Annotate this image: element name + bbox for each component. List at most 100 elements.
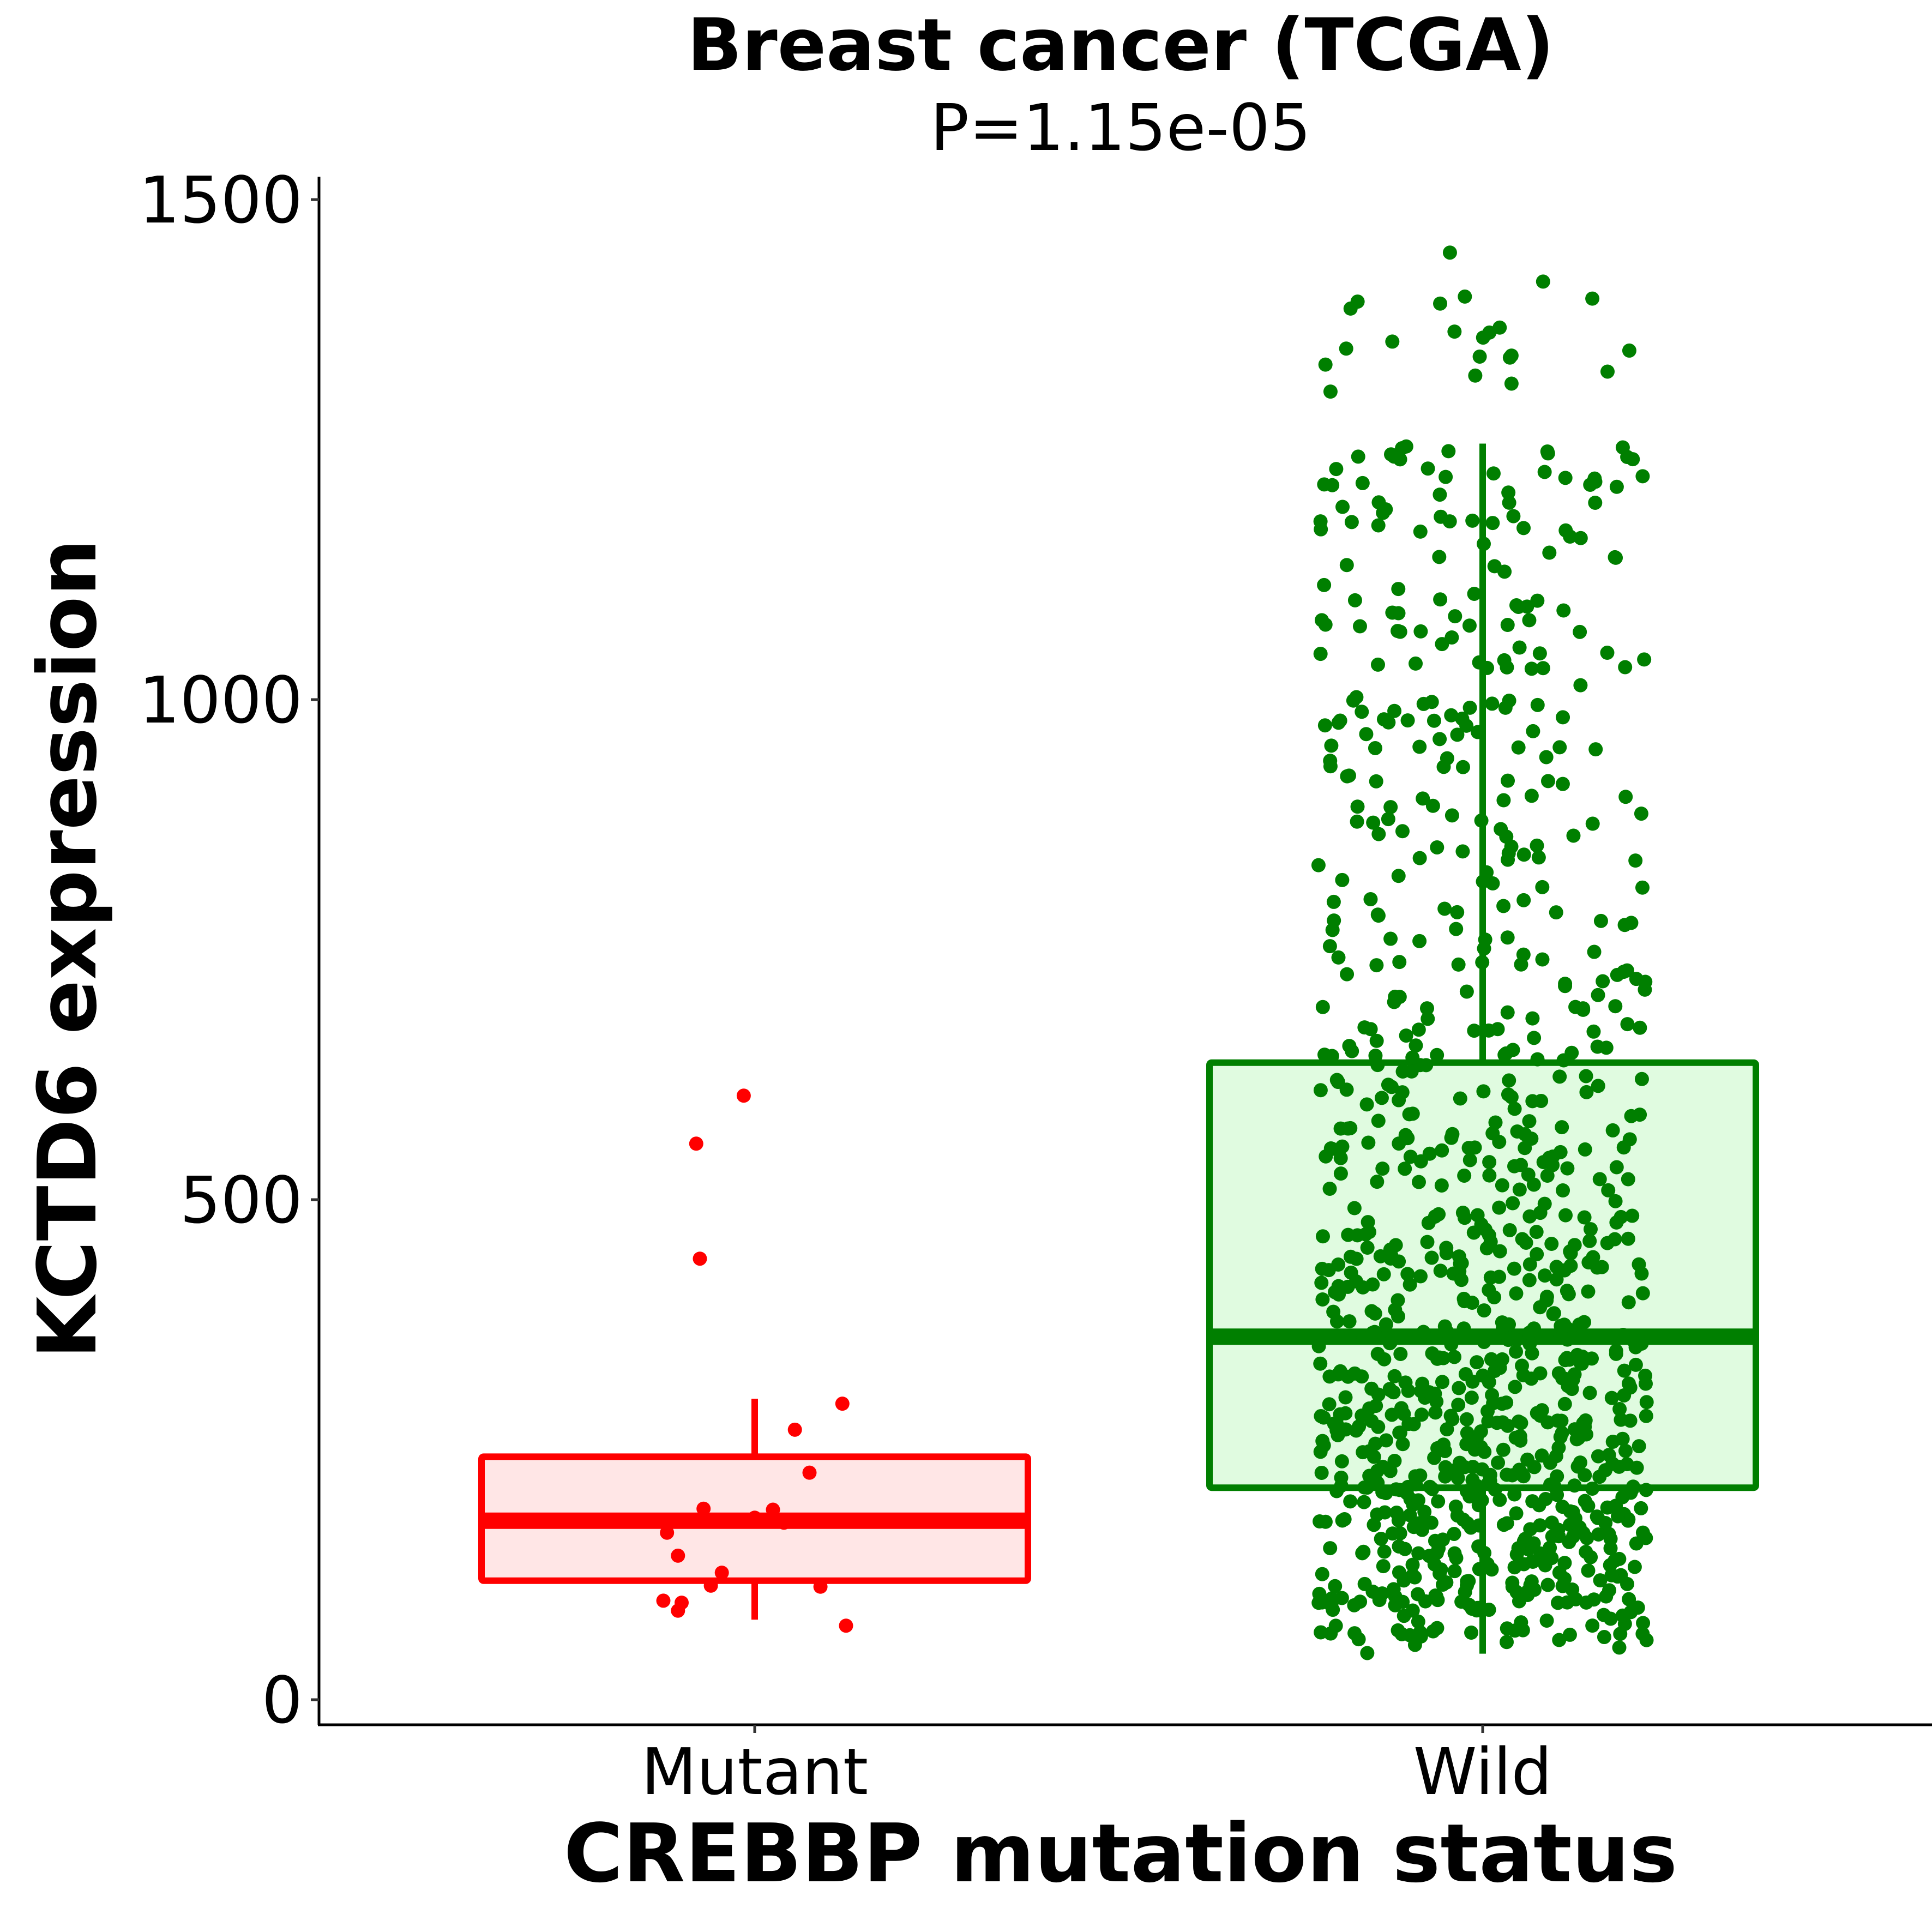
data-point-outlier [1585,291,1600,306]
data-point [1518,1127,1532,1141]
data-point [1637,652,1652,667]
data-point [1448,1499,1463,1514]
data-point [1437,1319,1452,1334]
data-point [1566,828,1581,843]
data-point [1588,495,1603,510]
data-point [1639,1531,1653,1545]
data-point [1413,524,1428,539]
data-point [1447,1350,1462,1364]
data-point-outlier [1323,384,1338,399]
data-point [1472,1600,1487,1615]
data-point [1372,1593,1387,1608]
data-point [1450,905,1465,919]
data-point [1391,869,1406,883]
data-point [1458,1585,1472,1599]
data-point [1579,1085,1594,1099]
data-point [1351,449,1365,464]
data-point [1431,1494,1446,1509]
data-point [1433,487,1447,502]
data-point [1364,1414,1379,1429]
data-point [1500,618,1515,633]
data-point [1455,1206,1470,1220]
data-point [1464,1625,1479,1640]
data-point [1383,1242,1398,1257]
data-point [1445,808,1459,823]
data-point [1626,1479,1640,1494]
data-point [1368,1306,1382,1321]
x-tick-label-mutant: Mutant [641,1734,868,1809]
data-point [1639,1483,1653,1497]
data-point [1471,725,1485,739]
data-point [1525,1011,1540,1026]
data-point [1558,1353,1573,1368]
data-point [1403,1508,1417,1522]
data-point [1552,1069,1567,1084]
data-point [1635,880,1650,895]
data-point [1338,1406,1353,1421]
data-point [1397,1407,1411,1422]
data-point [1596,974,1610,989]
data-point [1507,1102,1522,1116]
data-point [1427,1450,1442,1465]
data-point [1376,505,1391,520]
data-point [1530,1052,1545,1067]
data-point [1560,1332,1575,1347]
data-point [1448,609,1462,624]
data-point [1416,1325,1431,1339]
data-point [1626,1333,1640,1347]
data-point [1511,1541,1526,1556]
data-point [1628,1357,1643,1372]
data-point [1356,1280,1370,1295]
data-point [1500,1635,1514,1650]
data-point [1393,1347,1408,1362]
data-point [1313,514,1328,529]
data-point [1315,1229,1330,1244]
data-point [1638,974,1653,989]
data-point [1500,1467,1514,1482]
data-point [1425,1550,1440,1565]
data-point [1472,655,1486,670]
data-point [1323,1541,1338,1556]
data-point [1499,1395,1514,1410]
data-point [1620,449,1635,464]
data-point [1476,1084,1491,1099]
data-point [1602,1527,1616,1542]
data-point [1624,916,1639,930]
data-point [689,1136,703,1151]
data-point [1358,1227,1373,1242]
data-point [1371,1114,1386,1128]
data-point [1387,703,1402,718]
data-point [1620,1017,1635,1032]
data-point [1421,1215,1436,1230]
data-point [1578,1494,1592,1508]
data-point [1328,1285,1343,1299]
data-point [1491,1455,1506,1470]
data-point [1507,1261,1521,1276]
data-point [1487,1290,1502,1305]
data-point [1360,1480,1375,1495]
data-point [1326,894,1341,909]
data-point [1315,1000,1330,1014]
data-point [1412,851,1427,865]
data-point [1539,750,1554,765]
data-point [1323,754,1338,768]
data-point [1553,1145,1568,1159]
data-point [1628,853,1643,868]
data-point [1552,740,1567,755]
x-axis-ticks: Mutant Wild [641,1725,1552,1809]
data-point [1581,1284,1596,1299]
data-point [1376,1267,1391,1281]
data-point [1357,1495,1371,1509]
data-point [1357,1576,1372,1591]
data-point [1522,1326,1537,1340]
data-point [1529,1225,1544,1239]
data-point [1430,840,1445,854]
data-point [1327,1416,1341,1431]
data-point [1512,1182,1527,1197]
data-point [1437,901,1452,916]
data-point [1535,952,1550,967]
data-point [1327,913,1341,928]
data-point [1347,593,1362,607]
data-point [1436,1532,1450,1547]
data-point [1453,1091,1467,1106]
